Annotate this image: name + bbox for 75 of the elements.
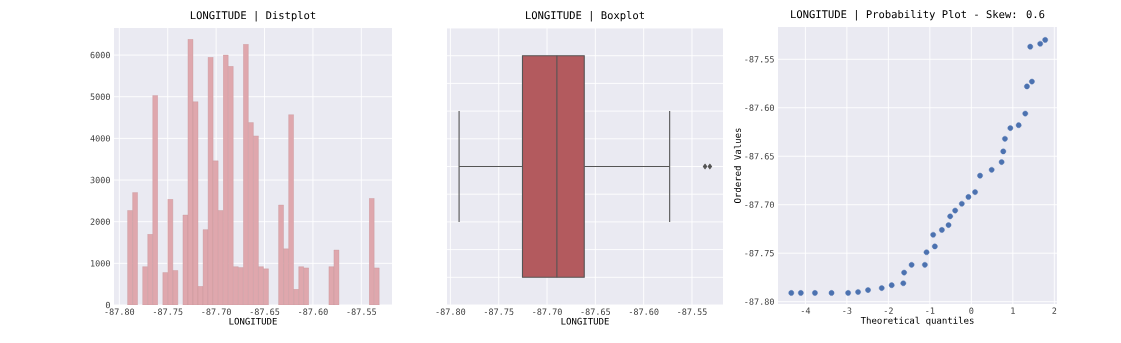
point bbox=[939, 227, 945, 233]
y-tick-label: -87.65 bbox=[745, 153, 774, 160]
y-tick-label: 2000 bbox=[90, 218, 110, 225]
x-tick-label: -87.80 bbox=[436, 308, 466, 315]
point bbox=[959, 200, 965, 207]
chart-title: LONGITUDE | Distplot bbox=[190, 10, 316, 22]
point bbox=[888, 282, 895, 288]
point bbox=[798, 290, 804, 296]
point bbox=[878, 285, 885, 291]
point bbox=[845, 290, 851, 296]
point bbox=[1002, 136, 1008, 142]
point bbox=[1024, 83, 1030, 90]
point bbox=[945, 222, 952, 228]
point bbox=[977, 172, 983, 179]
point bbox=[865, 287, 871, 293]
point bbox=[1022, 110, 1029, 117]
x-tick-label: -87.65 bbox=[581, 308, 611, 315]
y-tick-label: 6000 bbox=[90, 51, 110, 59]
point bbox=[828, 290, 835, 296]
y-tick-label: 4000 bbox=[90, 135, 110, 142]
x-tick-label: -2 bbox=[884, 307, 893, 314]
y-tick-label: 1000 bbox=[91, 260, 110, 267]
y-tick-label: 0 bbox=[105, 301, 110, 309]
y-axis-title: Ordered Values bbox=[733, 128, 741, 203]
y-tick-label: -87.70 bbox=[745, 201, 774, 208]
chart-title: LONGITUDE | Probability Plot - Skew: 0.6 bbox=[791, 9, 1045, 21]
x-tick-label: 2 bbox=[1052, 307, 1057, 314]
point bbox=[1007, 125, 1014, 131]
y-tick-label: 5000 bbox=[90, 93, 110, 100]
x-axis-title: LONGITUDE bbox=[229, 317, 277, 325]
point bbox=[947, 213, 953, 220]
x-tick-label: -87.60 bbox=[629, 308, 659, 315]
point bbox=[788, 290, 795, 296]
x-tick-label: -87.75 bbox=[153, 308, 183, 315]
point bbox=[922, 262, 928, 268]
y-tick-label: 3000 bbox=[90, 176, 110, 184]
x-tick-label: -87.75 bbox=[484, 308, 514, 315]
y-tick-label: -87.55 bbox=[745, 56, 774, 63]
point bbox=[900, 280, 907, 287]
point bbox=[901, 269, 907, 276]
x-tick-label: -87.60 bbox=[299, 308, 328, 315]
point bbox=[812, 290, 818, 296]
y-tick-label: -87.75 bbox=[745, 249, 774, 257]
point bbox=[1042, 37, 1048, 43]
point bbox=[1000, 148, 1007, 155]
point bbox=[988, 167, 995, 173]
x-tick-label: -87.55 bbox=[678, 308, 707, 315]
point bbox=[1037, 40, 1043, 47]
x-tick-label: -87.80 bbox=[105, 308, 135, 315]
point bbox=[1015, 122, 1022, 128]
x-tick-label: 0 bbox=[969, 307, 974, 314]
x-tick-label: -87.70 bbox=[533, 308, 562, 315]
point bbox=[972, 189, 978, 195]
x-axis-title: LONGITUDE bbox=[561, 317, 609, 325]
point bbox=[1027, 43, 1034, 50]
x-tick-label: 1 bbox=[1011, 307, 1015, 314]
point bbox=[998, 159, 1005, 165]
point bbox=[855, 289, 861, 295]
x-tick-label: -1 bbox=[926, 307, 935, 314]
x-axis-title: Theoretical quantiles bbox=[860, 316, 974, 326]
x-tick-label: -87.55 bbox=[347, 308, 376, 315]
point bbox=[1029, 78, 1035, 85]
point bbox=[930, 231, 936, 238]
y-tick-label: -87.80 bbox=[745, 298, 774, 305]
point bbox=[932, 243, 938, 250]
point bbox=[923, 249, 930, 256]
x-tick-label: -4 bbox=[801, 307, 811, 314]
point bbox=[965, 194, 972, 200]
x-tick-label: -87.70 bbox=[202, 308, 231, 315]
x-tick-label: -3 bbox=[843, 307, 852, 314]
y-tick-label: -87.60 bbox=[745, 104, 774, 111]
point bbox=[908, 262, 915, 268]
point bbox=[952, 207, 958, 214]
x-tick-label: -87.65 bbox=[250, 308, 280, 315]
chart-title: LONGITUDE | Boxplot bbox=[526, 11, 645, 22]
